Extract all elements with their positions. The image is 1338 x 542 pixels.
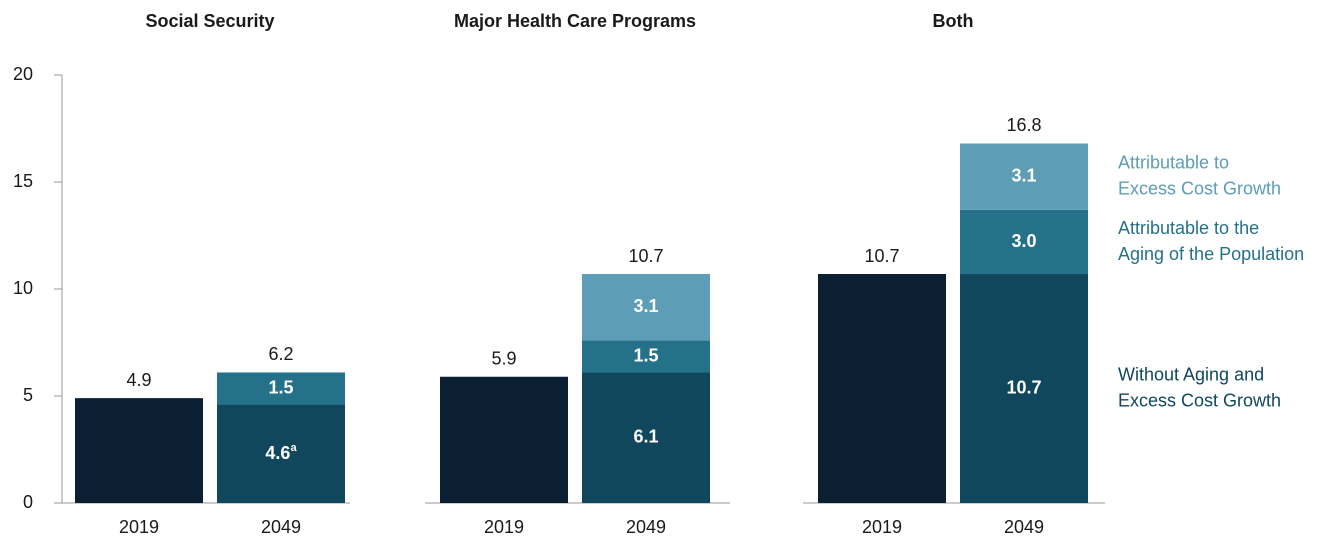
legend-entry: Without Aging and Excess Cost Growth [1118, 364, 1281, 410]
segment-label: 3.1 [1011, 165, 1036, 185]
legend-entry: Attributable to Excess Cost Growth [1118, 152, 1281, 198]
x-tick-label: 2049 [1004, 517, 1044, 537]
total-label: 16.8 [1006, 115, 1041, 135]
segment-value: 3.1 [633, 296, 658, 316]
segment-value: 1.5 [268, 377, 293, 397]
segment-label: 4.6a [265, 442, 297, 463]
bar-segment [582, 372, 710, 503]
total-label: 6.2 [268, 344, 293, 364]
segment-label: 6.1 [633, 426, 658, 446]
segment-value: 10.7 [1006, 377, 1041, 397]
total-label: 5.9 [491, 348, 516, 368]
segment-label: 10.7 [1006, 377, 1041, 397]
panel-title: Social Security [145, 11, 274, 31]
segment-value: 3.1 [1011, 165, 1036, 185]
segment-value: 4.6 [265, 443, 290, 463]
y-tick-label: 20 [13, 64, 33, 84]
y-tick-label: 0 [23, 492, 33, 512]
segment-label: 1.5 [633, 345, 658, 365]
legend-line: Excess Cost Growth [1118, 390, 1281, 410]
total-label: 10.7 [628, 246, 663, 266]
total-label: 4.9 [126, 370, 151, 390]
total-label: 10.7 [864, 246, 899, 266]
bar-segment [960, 143, 1088, 210]
bar-segment [960, 274, 1088, 503]
bar-segment [582, 274, 710, 341]
bar-segment [217, 404, 345, 503]
bar-segment [440, 376, 568, 503]
segment-label: 1.5 [268, 377, 293, 397]
segment-value: 1.5 [633, 345, 658, 365]
segment-value: 3.0 [1011, 231, 1036, 251]
x-tick-label: 2049 [626, 517, 666, 537]
legend-entry: Attributable to the Aging of the Populati… [1118, 218, 1304, 264]
bar-segment [818, 274, 946, 503]
legend-line: Attributable to the [1118, 218, 1259, 238]
legend-line: Aging of the Population [1118, 244, 1304, 264]
legend-line: Excess Cost Growth [1118, 178, 1281, 198]
x-tick-label: 2049 [261, 517, 301, 537]
panel-title: Both [933, 11, 974, 31]
legend-line: Attributable to [1118, 152, 1229, 172]
x-tick-label: 2019 [119, 517, 159, 537]
y-tick-label: 15 [13, 171, 33, 191]
x-tick-label: 2019 [862, 517, 902, 537]
y-tick-label: 5 [23, 385, 33, 405]
segment-label: 3.1 [633, 296, 658, 316]
bar-segment [582, 340, 710, 373]
segment-label: 3.0 [1011, 231, 1036, 251]
x-tick-label: 2019 [484, 517, 524, 537]
bar-segment [75, 398, 203, 503]
y-tick-label: 10 [13, 278, 33, 298]
segment-value: 6.1 [633, 426, 658, 446]
legend-line: Without Aging and [1118, 364, 1264, 384]
footnote-marker: a [290, 442, 297, 454]
bar-segment [960, 209, 1088, 275]
bar-segment [217, 372, 345, 405]
panel-title: Major Health Care Programs [454, 11, 696, 31]
